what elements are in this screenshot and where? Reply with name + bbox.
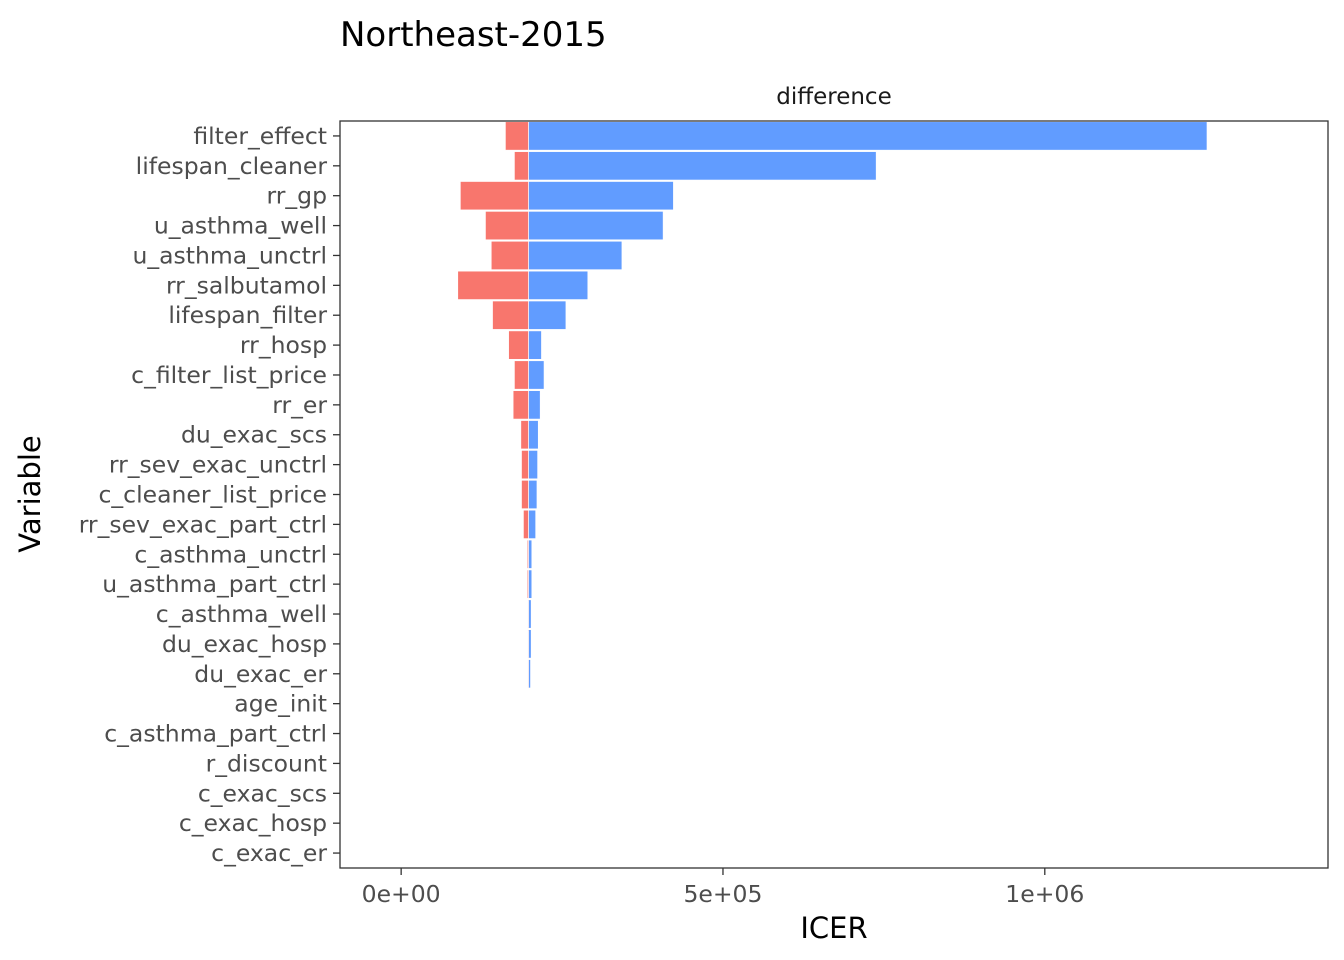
y-tick-label-filter_effect: filter_effect (193, 122, 327, 150)
bar-high-rr_salbutamol (528, 270, 589, 300)
bar-low-lifespan_filter (492, 300, 529, 330)
bar-high-c_asthma_unctrl (528, 539, 533, 569)
bar-low-c_filter_list_price (514, 360, 529, 390)
y-tick-label-du_exac_hosp: du_exac_hosp (162, 630, 327, 658)
y-tick-label-rr_er: rr_er (272, 391, 327, 419)
bar-high-du_exac_er (528, 659, 531, 689)
bar-low-u_asthma_well (485, 211, 529, 241)
y-tick-label-rr_sev_exac_part_ctrl: rr_sev_exac_part_ctrl (79, 510, 327, 538)
bar-high-rr_gp (528, 181, 674, 211)
y-tick-label-du_exac_er: du_exac_er (194, 660, 327, 688)
bar-low-rr_sev_exac_part_ctrl (523, 509, 529, 539)
y-tick-label-rr_sev_exac_unctrl: rr_sev_exac_unctrl (109, 451, 327, 479)
y-tick-label-age_init: age_init (234, 690, 327, 718)
x-tick-label: 1e+06 (1005, 880, 1084, 908)
bar-high-lifespan_filter (528, 300, 567, 330)
bar-high-c_filter_list_price (528, 360, 545, 390)
bar-high-rr_sev_exac_part_ctrl (528, 509, 536, 539)
bar-high-rr_er (528, 390, 541, 420)
bar-low-rr_hosp (508, 330, 529, 360)
y-tick-label-rr_gp: rr_gp (267, 182, 328, 210)
y-tick-label-u_asthma_part_ctrl: u_asthma_part_ctrl (102, 570, 327, 598)
bar-low-rr_salbutamol (457, 270, 529, 300)
y-tick-label-r_discount: r_discount (206, 749, 327, 777)
bar-high-u_asthma_well (528, 211, 664, 241)
x-tick-label: 5e+05 (683, 880, 762, 908)
x-axis: 0e+00 5e+05 1e+06 (362, 868, 1084, 908)
bar-low-u_asthma_unctrl (490, 240, 529, 270)
x-axis-title: ICER (800, 911, 867, 945)
bar-low-filter_effect (505, 121, 529, 151)
bar-high-filter_effect (528, 121, 1208, 151)
bar-high-rr_sev_exac_unctrl (528, 450, 538, 480)
bar-low-rr_sev_exac_unctrl (521, 450, 529, 480)
bar-high-u_asthma_unctrl (528, 240, 623, 270)
facet-strip (340, 78, 1328, 120)
y-tick-label-u_asthma_unctrl: u_asthma_unctrl (132, 241, 327, 269)
bar-high-rr_hosp (528, 330, 542, 360)
y-tick-label-lifespan_cleaner: lifespan_cleaner (136, 152, 328, 180)
bar-high-du_exac_scs (528, 420, 539, 450)
bars-group (457, 121, 1208, 868)
y-tick-label-rr_hosp: rr_hosp (240, 331, 327, 359)
y-tick-label-c_asthma_well: c_asthma_well (156, 600, 327, 628)
y-tick-label-c_exac_scs: c_exac_scs (198, 779, 327, 807)
y-tick-label-du_exac_scs: du_exac_scs (181, 421, 327, 449)
y-tick-label-c_filter_list_price: c_filter_list_price (131, 361, 327, 389)
facet-label: difference (776, 84, 891, 110)
bar-low-rr_gp (460, 181, 529, 211)
y-tick-label-c_asthma_unctrl: c_asthma_unctrl (134, 540, 327, 568)
y-tick-label-c_exac_hosp: c_exac_hosp (179, 809, 327, 837)
chart-title: Northeast-2015 (340, 15, 607, 55)
y-tick-label-c_cleaner_list_price: c_cleaner_list_price (99, 481, 328, 509)
bar-low-c_cleaner_list_price (521, 480, 529, 509)
bar-high-c_asthma_well (528, 599, 532, 629)
y-tick-label-lifespan_filter: lifespan_filter (168, 301, 327, 329)
bar-high-u_asthma_part_ctrl (528, 569, 533, 599)
y-axis: filter_effectlifespan_cleanerrr_gpu_asth… (79, 122, 340, 867)
x-tick-label: 0e+00 (362, 880, 441, 908)
y-axis-title: Variable (13, 435, 47, 552)
y-tick-label-c_exac_er: c_exac_er (211, 839, 327, 867)
bar-high-c_cleaner_list_price (528, 480, 538, 509)
bar-low-du_exac_scs (520, 420, 529, 450)
y-tick-label-c_asthma_part_ctrl: c_asthma_part_ctrl (104, 720, 327, 748)
bar-high-du_exac_hosp (528, 629, 532, 659)
y-tick-label-rr_salbutamol: rr_salbutamol (166, 271, 327, 299)
bar-high-lifespan_cleaner (528, 151, 877, 181)
y-tick-label-u_asthma_well: u_asthma_well (154, 212, 327, 240)
bar-low-rr_er (512, 390, 529, 420)
bar-low-lifespan_cleaner (514, 151, 529, 181)
